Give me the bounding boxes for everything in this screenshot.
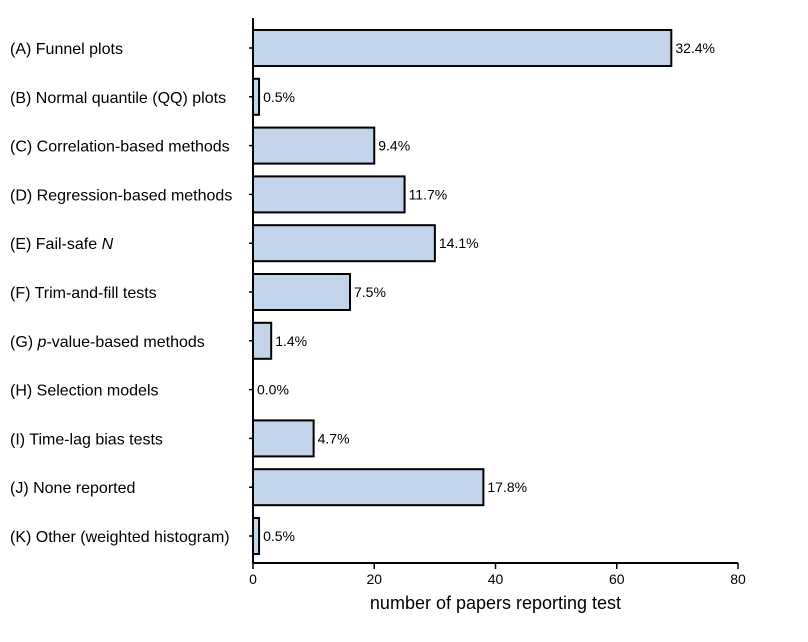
category-labels: (A) Funnel plots (B) Normal quantile (QQ)… [10, 41, 232, 546]
x-axis-title: number of papers reporting test [370, 593, 621, 613]
category-label: (A) Funnel plots [10, 41, 123, 58]
data-labels: 32.4% 0.5% 9.4% 11.7% 14.1% 7.5% 1.4% 0.0% 4.7% 1… [257, 40, 715, 544]
category-label: (I) Time-lag bias tests [10, 431, 163, 448]
x-tick-label: 40 [488, 571, 504, 587]
category-label: (C) Correlation-based methods [10, 139, 230, 156]
data-label: 0.5% [263, 528, 295, 544]
data-label: 9.4% [378, 138, 410, 154]
data-label: 11.7% [409, 186, 448, 202]
category-label: (H) Selection models [10, 383, 159, 400]
data-label: 14.1% [439, 235, 479, 251]
bar [252, 175, 406, 214]
category-label: (F) Trim-and-fill tests [10, 285, 157, 302]
data-label: 0.5% [263, 89, 295, 105]
bar [252, 224, 436, 263]
x-tick-label: 20 [366, 571, 382, 587]
category-label: (D) Regression-based methods [10, 187, 232, 204]
category-label: (G) p-value-based methods [10, 334, 205, 351]
y-axis-ticks [249, 47, 253, 537]
data-label: 32.4% [675, 40, 715, 56]
bar [252, 273, 351, 311]
bar [252, 468, 485, 507]
data-label: 0.0% [257, 382, 289, 398]
x-tick-label: 80 [730, 571, 746, 587]
bar [252, 321, 273, 360]
bars-group [252, 29, 673, 555]
category-label: (E) Fail-safe N [10, 236, 114, 253]
data-label: 4.7% [318, 430, 350, 446]
category-label: (B) Normal quantile (QQ) plots [10, 90, 226, 107]
x-tick-label: 60 [609, 571, 625, 587]
data-label: 17.8% [487, 479, 527, 495]
category-label: (J) None reported [10, 480, 135, 497]
data-label: 1.4% [275, 333, 307, 349]
bar [252, 419, 315, 458]
x-axis-ticks: 0 20 40 60 80 [249, 563, 746, 587]
bar [252, 29, 673, 67]
data-label: 7.5% [354, 284, 386, 300]
category-label: (K) Other (weighted histogram) [10, 529, 230, 546]
bar [252, 126, 376, 165]
x-tick-label: 0 [249, 571, 257, 587]
